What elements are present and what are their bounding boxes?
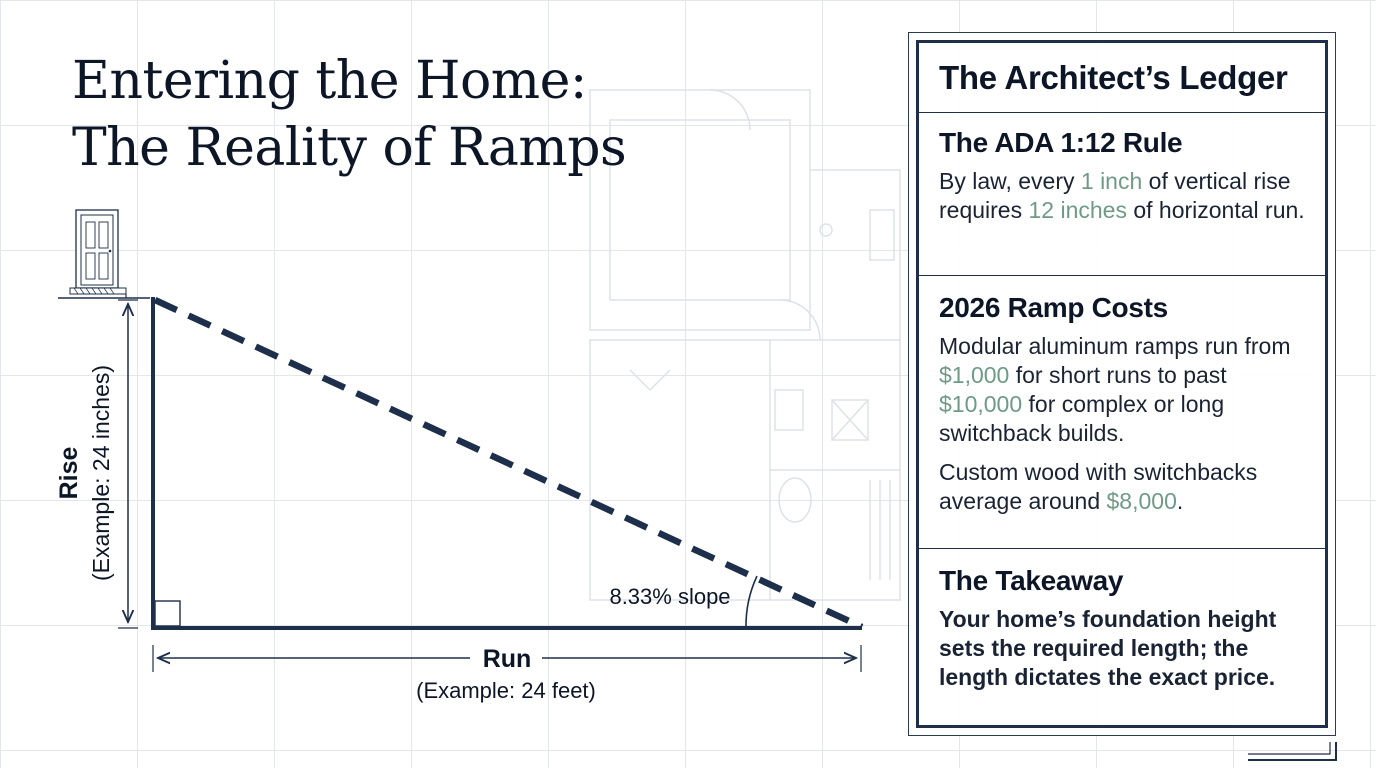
architects-ledger-panel: The Architect’s Ledger The ADA 1:12 Rule… [908, 32, 1336, 736]
run-example-label: (Example: 24 feet) [416, 678, 596, 703]
ramp-slope-line [153, 297, 864, 630]
page-title: Entering the Home: The Reality of Ramps [72, 48, 627, 182]
title-line-1: Entering the Home: [72, 51, 587, 111]
slope-angle-arc [745, 575, 758, 629]
ada-rule-text: By law, every 1 inch of vertical rise re… [939, 168, 1305, 223]
ramp-costs-title: 2026 Ramp Costs [939, 292, 1168, 323]
door-icon [58, 209, 150, 299]
right-angle-marker [154, 600, 181, 627]
highlight-8000: $8,000 [1106, 488, 1177, 514]
takeaway-text: Your home’s foundation height sets the r… [939, 606, 1277, 690]
wood-cost-text: Custom wood with switchbacks average aro… [939, 459, 1258, 514]
ledger-title: The Architect’s Ledger [939, 58, 1288, 96]
aluminum-cost-text: Modular aluminum ramps run from $1,000 f… [939, 333, 1291, 446]
highlight-1-inch: 1 inch [1080, 168, 1143, 194]
highlight-12-inches: 12 inches [1028, 197, 1127, 223]
rise-label: Rise [55, 447, 83, 500]
title-line-2: The Reality of Ramps [72, 118, 627, 178]
ledger-header: The Architect’s Ledger [919, 43, 1325, 113]
floor-plan-background [589, 89, 901, 601]
ramp-diagram: Rise (Example: 24 inches) Run (Example: … [55, 209, 864, 703]
takeaway-section: The Takeaway Your home’s foundation heig… [919, 549, 1325, 719]
ramp-costs-section: 2026 Ramp Costs Modular aluminum ramps r… [919, 276, 1325, 549]
ada-rule-section: The ADA 1:12 Rule By law, every 1 inch o… [919, 113, 1325, 276]
highlight-1000: $1,000 [939, 362, 1010, 388]
run-label: Run [483, 645, 532, 673]
ada-rule-title: The ADA 1:12 Rule [939, 127, 1183, 158]
rise-example-label: (Example: 24 inches) [88, 365, 114, 581]
ledger-inner-frame: The Architect’s Ledger The ADA 1:12 Rule… [916, 40, 1328, 728]
highlight-10000: $10,000 [939, 391, 1023, 417]
slope-label: 8.33% slope [609, 584, 730, 609]
corner-bracket-decoration [1248, 742, 1337, 761]
takeaway-title: The Takeaway [939, 565, 1124, 596]
